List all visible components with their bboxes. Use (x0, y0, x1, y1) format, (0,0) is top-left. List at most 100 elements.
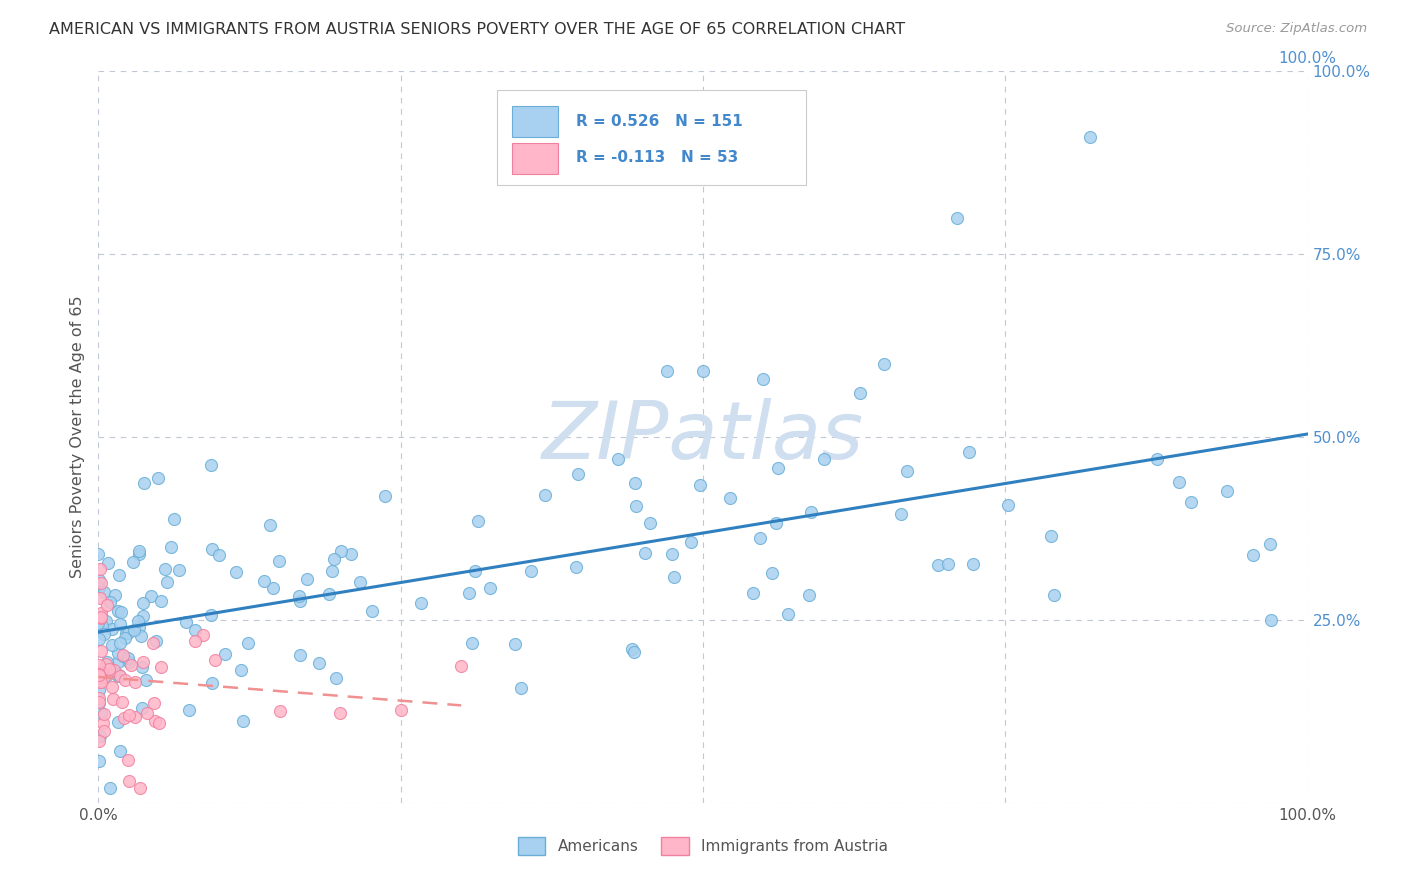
Point (93, 584, 115, 599)
Point (93, 670, 115, 684)
Point (252, 574, 274, 589)
Point (461, 636, 484, 650)
Point (107, 656, 129, 670)
Point (122, 555, 145, 569)
Point (128, 620, 150, 634)
Point (96, 655, 118, 669)
Point (766, 461, 789, 475)
Point (131, 659, 153, 673)
Point (890, 507, 912, 521)
Point (718, 491, 741, 506)
Point (1241, 548, 1264, 562)
Point (167, 563, 190, 577)
Point (565, 560, 588, 574)
Point (503, 637, 526, 651)
Point (1216, 483, 1239, 498)
Point (118, 773, 141, 788)
Point (329, 543, 352, 558)
Point (457, 586, 479, 600)
Point (87, 695, 110, 709)
Text: R = -0.113   N = 53: R = -0.113 N = 53 (576, 150, 738, 165)
Point (479, 582, 502, 596)
Point (87, 755, 110, 769)
Point (661, 547, 683, 561)
Y-axis label: Seniors Poverty Over the Age of 65: Seniors Poverty Over the Age of 65 (70, 296, 86, 578)
Point (623, 645, 645, 659)
Point (98, 662, 121, 676)
Point (87, 657, 110, 672)
Point (107, 669, 129, 683)
Point (114, 632, 136, 646)
Point (765, 516, 787, 531)
FancyBboxPatch shape (498, 90, 806, 185)
Point (287, 589, 309, 603)
Point (90, 675, 112, 690)
Text: Source: ZipAtlas.com: Source: ZipAtlas.com (1226, 22, 1367, 36)
Point (778, 607, 800, 621)
Point (117, 753, 139, 767)
Point (110, 605, 132, 619)
Point (741, 586, 763, 600)
Point (799, 505, 821, 519)
Point (1078, 130, 1101, 145)
Text: AMERICAN VS IMMIGRANTS FROM AUSTRIA SENIORS POVERTY OVER THE AGE OF 65 CORRELATI: AMERICAN VS IMMIGRANTS FROM AUSTRIA SENI… (49, 22, 905, 37)
Point (936, 557, 959, 571)
Point (107, 604, 129, 618)
Point (108, 669, 131, 683)
Point (849, 386, 872, 401)
Point (87, 668, 110, 682)
Point (201, 676, 224, 690)
Point (150, 593, 173, 607)
Point (259, 518, 281, 533)
Point (87, 616, 110, 631)
Point (510, 681, 533, 695)
Point (142, 696, 165, 710)
Point (962, 557, 984, 571)
Point (361, 604, 384, 618)
Point (124, 675, 146, 690)
Point (96, 599, 118, 613)
Point (89, 610, 111, 624)
Point (96, 614, 118, 628)
Point (288, 648, 311, 662)
Point (411, 596, 433, 610)
Point (107, 646, 129, 660)
Point (114, 673, 136, 687)
Point (90, 665, 112, 680)
Point (93, 707, 115, 722)
Point (225, 565, 247, 579)
Point (101, 622, 124, 636)
Point (134, 476, 156, 491)
Point (262, 581, 284, 595)
Point (87, 666, 110, 681)
Point (193, 627, 215, 641)
Point (1260, 613, 1282, 627)
Point (104, 588, 127, 602)
Point (692, 364, 714, 378)
Point (89, 562, 111, 576)
Point (135, 673, 157, 687)
Point (159, 540, 181, 554)
Point (89, 643, 111, 657)
Point (139, 589, 162, 603)
Point (607, 452, 630, 467)
Point (204, 653, 226, 667)
Point (132, 596, 155, 610)
Point (87, 690, 110, 705)
Point (534, 488, 557, 502)
Point (108, 668, 131, 682)
Point (761, 566, 783, 580)
Point (520, 564, 543, 578)
Text: ZIPatlas: ZIPatlas (541, 398, 865, 476)
Point (108, 636, 131, 650)
Point (87, 547, 110, 561)
Point (662, 570, 685, 584)
Point (567, 467, 589, 481)
Point (131, 700, 153, 714)
Point (96, 668, 118, 682)
Point (349, 574, 371, 589)
Point (184, 633, 207, 648)
Point (389, 702, 412, 716)
Point (87, 667, 110, 681)
Point (208, 548, 231, 562)
